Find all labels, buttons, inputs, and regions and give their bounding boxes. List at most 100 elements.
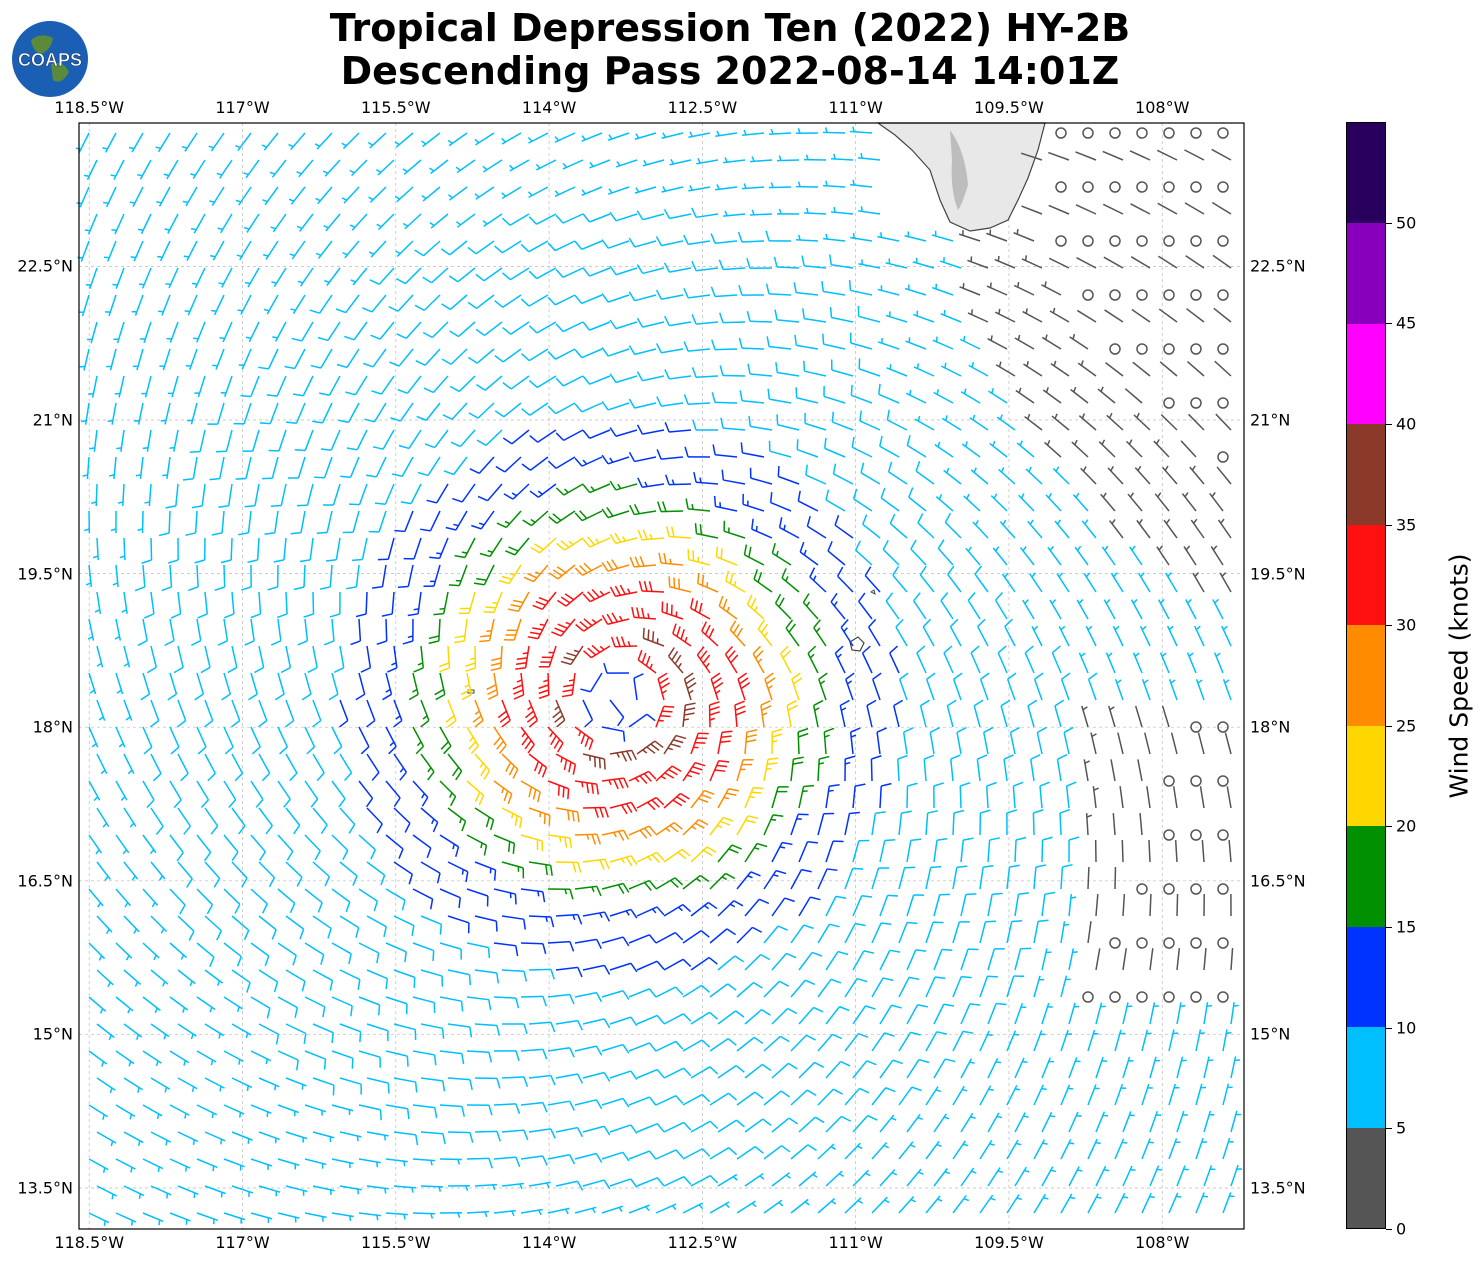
wind-barb (744, 1008, 771, 1025)
wind-barb (339, 1185, 362, 1195)
wind-barb (1108, 519, 1124, 539)
wind-barb (1129, 150, 1151, 161)
wind-barb (551, 618, 576, 637)
wind-barb (88, 672, 97, 695)
wind-barb (836, 566, 854, 593)
wind-barb (502, 429, 530, 445)
wind-barb (1122, 893, 1126, 917)
map-border (78, 122, 1245, 1230)
wind-barb (1166, 625, 1178, 647)
wind-barb (196, 1104, 218, 1119)
wind-barb (88, 726, 99, 748)
wind-barb (304, 1104, 327, 1116)
wind-barb (220, 537, 233, 564)
wind-barb (204, 1185, 226, 1198)
wind-barb (285, 915, 305, 940)
wind-barb (1122, 1111, 1135, 1133)
wind-barb (889, 513, 908, 539)
wind-barb (474, 915, 498, 932)
wind-barb (412, 1212, 436, 1219)
wind-barb (1041, 1057, 1055, 1079)
wind-barb (375, 159, 395, 176)
wind-barb (691, 367, 719, 378)
wind-barb (1058, 625, 1070, 647)
wind-barb (821, 281, 846, 296)
wind-barb (934, 441, 954, 458)
wind-barb (943, 645, 954, 674)
wind-barb (774, 593, 792, 620)
wind-barb (979, 975, 998, 998)
wind-barb (905, 337, 927, 350)
wind-barb (601, 347, 630, 357)
wind-barb (1212, 598, 1224, 620)
wind-barb (655, 877, 684, 890)
wind-barb (358, 1158, 381, 1168)
wind-barb (720, 417, 746, 431)
wind-barb (1137, 572, 1151, 593)
wind-barb (1082, 127, 1094, 139)
wind-barb (1082, 991, 1094, 1003)
wind-barb (115, 1212, 137, 1226)
wind-barb (1217, 289, 1229, 301)
wind-barb (194, 375, 206, 398)
wind-barb (421, 186, 441, 202)
wind-barb (235, 186, 252, 206)
wind-barb (845, 672, 855, 701)
wind-barb (371, 375, 395, 395)
wind-barb (556, 591, 584, 607)
colorbar-tick-mark (1386, 927, 1392, 929)
wind-barb (521, 402, 549, 416)
wind-barb (341, 132, 360, 150)
wind-barb (628, 713, 656, 728)
wind-barb (879, 1004, 902, 1025)
wind-barb (474, 1023, 500, 1036)
colorbar-tick-mark (1386, 725, 1392, 727)
wind-barb (1080, 466, 1097, 485)
wind-barb (381, 591, 395, 617)
wind-barb (129, 186, 144, 207)
wind-barb (520, 1048, 548, 1060)
wind-barb (790, 1144, 817, 1160)
wind-barb (415, 348, 441, 366)
wind-barb (528, 753, 548, 778)
wind-barb (1112, 813, 1116, 836)
wind-barb (1090, 732, 1097, 755)
wind-barb (1085, 625, 1097, 647)
wind-barb (261, 456, 279, 480)
wind-barb (893, 699, 904, 728)
wind-barb (987, 1112, 1003, 1133)
wind-barb (736, 758, 754, 782)
wind-barb (466, 1050, 493, 1063)
wind-barb (314, 456, 333, 479)
wind-barb (237, 294, 252, 315)
wind-barb (1076, 309, 1097, 323)
wind-barb (509, 159, 530, 172)
wind-barb (160, 402, 171, 425)
wind-barb (107, 402, 117, 425)
wind-barb (501, 213, 530, 226)
wind-barb (719, 365, 746, 377)
wind-barb (823, 727, 835, 755)
colorbar-bin (1347, 524, 1385, 626)
wind-barb (655, 289, 684, 301)
wind-barb (150, 753, 162, 782)
wind-barb (85, 564, 93, 587)
wind-barb (146, 645, 158, 674)
wind-barb (871, 1196, 890, 1214)
lon-tick-bottom: 111°W (828, 1233, 883, 1252)
wind-barb (83, 159, 98, 181)
wind-barb (528, 915, 555, 928)
wind-barb (822, 333, 846, 350)
wind-barb (952, 1195, 970, 1214)
wind-barb (844, 922, 866, 944)
wind-barb (512, 672, 525, 700)
wind-barb (520, 942, 547, 955)
wind-barb (802, 593, 819, 620)
wind-barb (529, 483, 557, 498)
wind-barb (339, 1077, 362, 1095)
wind-barb (474, 861, 497, 881)
colorbar-bin (1347, 826, 1385, 927)
colorbar-tick-mark (1386, 222, 1392, 224)
wind-barb (393, 699, 403, 728)
wind-barb (774, 309, 800, 323)
